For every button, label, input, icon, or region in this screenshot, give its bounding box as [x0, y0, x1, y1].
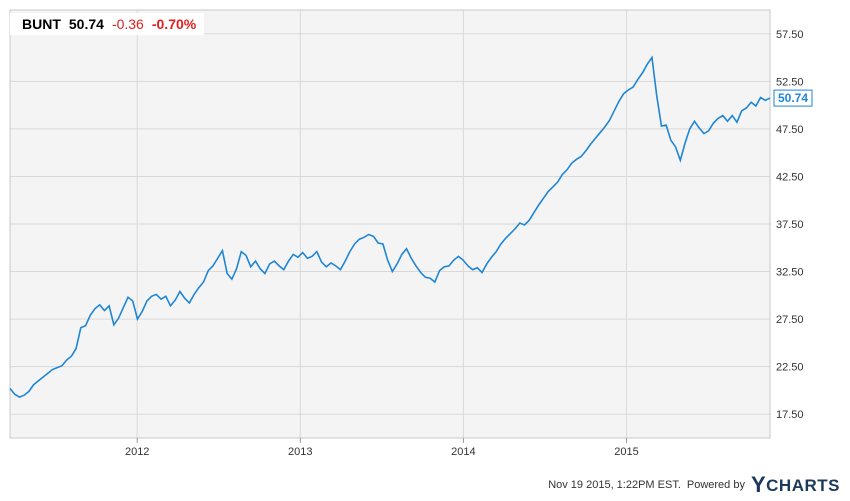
y-tick-label: 47.50 — [776, 124, 804, 136]
quote-header: BUNT 50.74 -0.36 -0.70% — [10, 13, 205, 35]
timestamp: Nov 19 2015, 1:22PM EST. — [548, 479, 681, 491]
x-tick-label: 2013 — [288, 446, 312, 458]
x-tick-label: 2014 — [451, 446, 475, 458]
last-price-label: 50.74 — [778, 91, 808, 105]
ycharts-logo[interactable]: Y CHARTS — [750, 472, 840, 497]
x-tick-label: 2012 — [125, 446, 149, 458]
last-price-marker: 50.74 — [773, 89, 813, 107]
last-price: 50.74 — [68, 16, 104, 32]
price-line — [9, 55, 771, 398]
y-tick-label: 57.50 — [776, 29, 804, 41]
chart-footer: Nov 19 2015, 1:22PM EST. Powered by Y CHA… — [548, 474, 840, 496]
x-axis: 2012 2013 2014 2015 — [125, 438, 639, 458]
y-tick-label: 37.50 — [776, 219, 804, 231]
last-price-box — [773, 89, 813, 107]
y-tick-label: 42.50 — [776, 171, 804, 183]
plot-border — [9, 9, 771, 439]
ticker-symbol: BUNT — [22, 16, 61, 32]
x-tick-label: 2015 — [614, 446, 638, 458]
y-tick-label: 52.50 — [776, 76, 804, 88]
y-tick-label: 27.50 — [776, 314, 804, 326]
price-change: -0.36 — [111, 16, 144, 32]
y-tick-label: 17.50 — [776, 409, 804, 421]
powered-by-text: Powered by — [686, 479, 745, 491]
y-tick-label: 32.50 — [776, 267, 804, 279]
y-tick-label: 22.50 — [776, 362, 804, 374]
percent-change: -0.70% — [151, 16, 197, 32]
y-axis: 17.50 22.50 27.50 32.50 37.50 42.50 47.50 52.50… — [776, 29, 804, 421]
